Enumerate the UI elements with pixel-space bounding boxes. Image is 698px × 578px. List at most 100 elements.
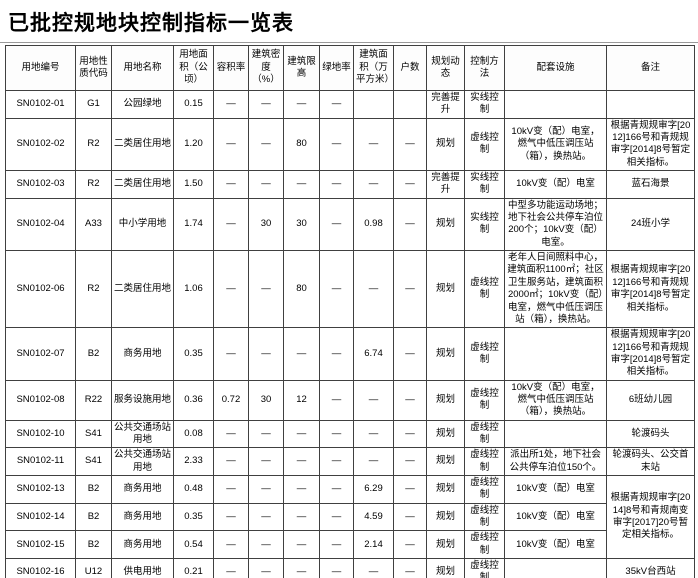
table-cell: A33	[75, 197, 112, 252]
table-cell: —	[213, 197, 249, 252]
table-cell: 虚线控制	[464, 327, 505, 381]
table-cell: 商务用地	[111, 502, 174, 532]
table-cell: 中小学用地	[111, 197, 174, 252]
table-cell: 规划	[426, 502, 465, 532]
table-cell: 0.48	[173, 474, 214, 504]
table-cell: 0.35	[173, 327, 214, 381]
table-cell: —	[319, 558, 354, 578]
table-cell: 虚线控制	[464, 530, 505, 560]
table-cell: 0.08	[173, 419, 214, 449]
table-cell: —	[319, 170, 354, 199]
table-cell: 80	[283, 250, 320, 329]
table-cell: —	[319, 419, 354, 449]
table-cell: —	[248, 474, 284, 504]
table-cell: 规划	[426, 558, 465, 578]
table-cell	[504, 558, 607, 578]
table-cell: R2	[75, 250, 112, 329]
table-cell: 服务设施用地	[111, 379, 174, 421]
table-cell: 商务用地	[111, 327, 174, 381]
table-cell: —	[319, 530, 354, 560]
table-cell: —	[393, 474, 427, 504]
table-cell: —	[319, 90, 354, 119]
table-row: SN0102-02 R2 二类居住用地 1.20— —80— — — 规划 虚线控制 10kV变（…	[5, 117, 695, 172]
table-cell: SN0102-02	[5, 117, 76, 172]
table-cell: 6班幼儿园	[606, 379, 695, 421]
table-cell: SN0102-13	[5, 474, 76, 504]
table-cell: 6.74	[353, 327, 394, 381]
table-cell: B2	[75, 502, 112, 532]
table-cell: —	[393, 327, 427, 381]
table-cell: 完善提升	[426, 90, 465, 119]
table-cell: —	[393, 170, 427, 199]
table-cell: —	[248, 170, 284, 199]
table-cell: 4.59	[353, 502, 394, 532]
table-cell: 30	[248, 379, 284, 421]
table-cell: —	[213, 530, 249, 560]
table-row: SN0102-03 R2 二类居住用地 1.50— — — — — — 完善提升 实线控制 10kV变…	[5, 170, 695, 199]
column-header: 用地面积（公顷）	[173, 45, 214, 91]
table-cell: 实线控制	[464, 197, 505, 252]
table-cell: 虚线控制	[464, 250, 505, 329]
table-cell	[504, 90, 607, 119]
table-cell: —	[283, 558, 320, 578]
table-cell: —	[393, 447, 427, 476]
table-row: SN0102-10 S41 公共交通场站用地 0.08— — — — — — 规划 虚线控制 轮渡码头	[5, 419, 695, 449]
column-header: 规划动态	[426, 45, 465, 91]
table-cell: 商务用地	[111, 474, 174, 504]
table-cell: SN0102-16	[5, 558, 76, 578]
table-cell: 30	[248, 197, 284, 252]
column-header: 备注	[606, 45, 695, 91]
table-cell: G1	[75, 90, 112, 119]
column-header: 控制方法	[464, 45, 505, 91]
column-header: 建筑面积（万平方米）	[353, 45, 394, 91]
column-header: 户数	[393, 45, 427, 91]
table-cell: 0.54	[173, 530, 214, 560]
table-cell: —	[353, 558, 394, 578]
table-cell: SN0102-07	[5, 327, 76, 381]
table-cell: —	[248, 250, 284, 329]
table-cell: 24班小学	[606, 197, 695, 252]
table-cell	[504, 327, 607, 381]
table-cell: 二类居住用地	[111, 250, 174, 329]
table-cell: R2	[75, 117, 112, 172]
table-cell: 虚线控制	[464, 117, 505, 172]
table-cell: 虚线控制	[464, 502, 505, 532]
table-cell: —	[393, 197, 427, 252]
table-row: SN0102-13 B2 商务用地 0.48— — — —6.29— 规划 虚线控制 10kV变（…	[5, 474, 695, 560]
table-cell: —	[393, 117, 427, 172]
table-cell: 1.50	[173, 170, 214, 199]
table-cell: S41	[75, 447, 112, 476]
table-cell	[393, 90, 427, 119]
table-cell: —	[248, 447, 284, 476]
table-cell: 10kV变（配）电室，燃气中低压调压站（箱），换热站。	[504, 117, 607, 172]
table-cell: —	[248, 117, 284, 172]
table-cell: 根据青规规审字[2014]8号和青规南变审字[2017]20号暂定相关指标。	[606, 474, 695, 560]
table-cell: —	[283, 530, 320, 560]
table-row: SN0102-01 G1 公园绿地 0.15— — — — 完善提升 实线控制	[5, 90, 695, 119]
table-cell: —	[319, 474, 354, 504]
table-cell: B2	[75, 327, 112, 381]
table-cell: SN0102-04	[5, 197, 76, 252]
table-cell	[606, 90, 695, 119]
column-header: 用地名称	[111, 45, 174, 91]
table-cell: 中型多功能运动场地；地下社会公共停车泊位200个；10kV变（配）电室。	[504, 197, 607, 252]
table-cell: —	[393, 530, 427, 560]
table-cell: 轮渡码头、公交首末站	[606, 447, 695, 476]
table-cell: 公共交通场站用地	[111, 419, 174, 449]
table-cell: —	[319, 502, 354, 532]
table-cell: 轮渡码头	[606, 419, 695, 449]
table-cell: S41	[75, 419, 112, 449]
table-cell: 二类居住用地	[111, 170, 174, 199]
table-cell: 2.14	[353, 530, 394, 560]
table-cell: —	[393, 379, 427, 421]
table-cell: —	[353, 447, 394, 476]
table-cell: 供电用地	[111, 558, 174, 578]
table-cell: 1.06	[173, 250, 214, 329]
table-row: SN0102-04 A33 中小学用地 1.74—30 30—0.98— 规划 实线控制 中型…	[5, 197, 695, 252]
table-cell: 规划	[426, 327, 465, 381]
table-cell: —	[353, 250, 394, 329]
table-cell: 规划	[426, 197, 465, 252]
column-header: 容积率	[213, 45, 249, 91]
table-row: SN0102-16 U12 供电用地 0.21— — — — — — 规划 虚线控制 35kV台西站	[5, 558, 695, 578]
table-cell: 根据青规规审字[2012]166号和青规规审字[2014]8号暂定相关指标。	[606, 117, 695, 172]
